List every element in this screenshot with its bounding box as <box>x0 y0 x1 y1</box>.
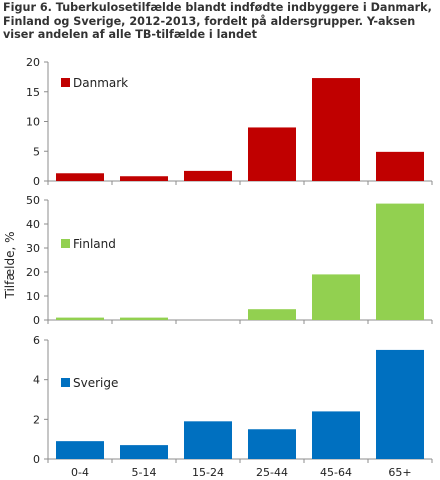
bar-sverige-15-24 <box>184 421 232 459</box>
y-tick-label: 10 <box>26 116 40 129</box>
legend-label-finland: Finland <box>73 237 116 251</box>
x-tick-label: 5-14 <box>132 466 157 479</box>
y-tick-label: 5 <box>33 145 40 158</box>
y-tick-label: 0 <box>33 175 40 188</box>
bar-danmark-15-24 <box>184 170 232 181</box>
bar-danmark-5-14 <box>120 176 168 181</box>
bar-sverige-45-64 <box>312 411 360 459</box>
y-tick-label: 50 <box>26 194 40 207</box>
y-tick-label: 20 <box>26 266 40 279</box>
y-tick-label: 30 <box>26 242 40 255</box>
y-tick-label: 40 <box>26 218 40 231</box>
bar-finland-45-64 <box>312 274 360 320</box>
x-tick-label: 25-44 <box>256 466 288 479</box>
y-tick-label: 10 <box>26 290 40 303</box>
y-tick-label: 0 <box>33 453 40 466</box>
x-tick-label: 0-4 <box>71 466 89 479</box>
bar-sverige-65+ <box>376 349 424 459</box>
y-axis-label: Tilfælde, % <box>3 231 17 299</box>
bar-sverige-25-44 <box>248 429 296 459</box>
legend-label-sverige: Sverige <box>73 376 118 390</box>
bar-finland-65+ <box>376 203 424 320</box>
x-tick-label: 45-64 <box>320 466 352 479</box>
bar-danmark-25-44 <box>248 127 296 181</box>
x-tick-label: 65+ <box>388 466 411 479</box>
legend-swatch-finland <box>61 239 70 248</box>
bar-danmark-45-64 <box>312 78 360 181</box>
y-tick-label: 6 <box>33 334 40 347</box>
chart-title: Figur 6. Tuberkulosetilfælde blandt indf… <box>3 1 432 41</box>
bar-danmark-0-4 <box>56 173 104 181</box>
y-tick-label: 2 <box>33 413 40 426</box>
bar-finland-5-14 <box>120 317 168 320</box>
bar-sverige-0-4 <box>56 441 104 459</box>
bar-danmark-65+ <box>376 151 424 181</box>
y-tick-label: 0 <box>33 314 40 327</box>
bar-finland-0-4 <box>56 317 104 320</box>
legend-swatch-danmark <box>61 78 70 87</box>
legend-label-danmark: Danmark <box>73 76 128 90</box>
legend-swatch-sverige <box>61 378 70 387</box>
y-tick-label: 4 <box>33 374 40 387</box>
x-tick-label: 15-24 <box>192 466 224 479</box>
y-tick-label: 20 <box>26 56 40 69</box>
bar-sverige-5-14 <box>120 445 168 459</box>
bar-finland-25-44 <box>248 309 296 320</box>
y-tick-label: 15 <box>26 86 40 99</box>
